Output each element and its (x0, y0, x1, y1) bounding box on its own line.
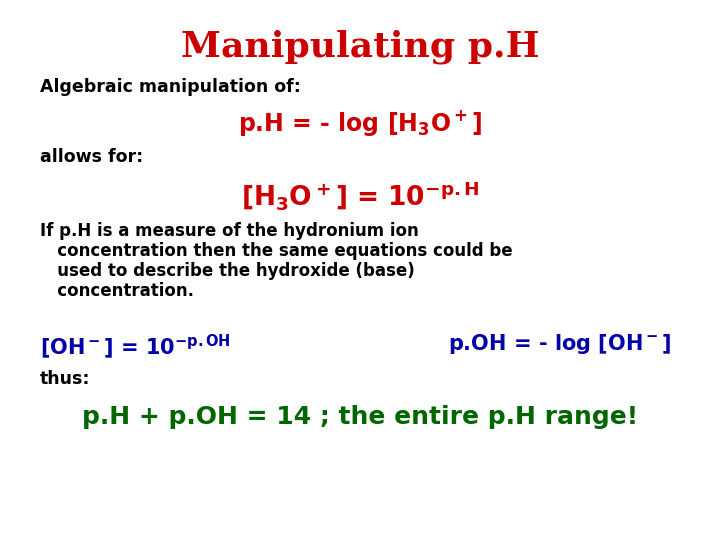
Text: [$\mathregular{H_3O^+}$] = 10$\mathregular{^{-p.H}}$: [$\mathregular{H_3O^+}$] = 10$\mathregul… (240, 180, 480, 213)
Text: used to describe the hydroxide (base): used to describe the hydroxide (base) (40, 262, 415, 280)
Text: Manipulating p.H: Manipulating p.H (181, 30, 539, 64)
Text: If p.H is a measure of the hydronium ion: If p.H is a measure of the hydronium ion (40, 222, 419, 240)
Text: allows for:: allows for: (40, 148, 143, 166)
Text: Algebraic manipulation of:: Algebraic manipulation of: (40, 78, 301, 96)
Text: concentration.: concentration. (40, 282, 194, 300)
Text: p.H = - log [$\mathregular{H_3O^+}$]: p.H = - log [$\mathregular{H_3O^+}$] (238, 108, 482, 138)
Text: p.H + p.OH = 14 ; the entire p.H range!: p.H + p.OH = 14 ; the entire p.H range! (82, 405, 638, 429)
Text: p.OH = - log [OH$\mathregular{^-}$]: p.OH = - log [OH$\mathregular{^-}$] (449, 332, 672, 356)
Text: [OH$\mathregular{^-}$] = 10$\mathregular{^{-p.OH}}$: [OH$\mathregular{^-}$] = 10$\mathregular… (40, 332, 230, 361)
Text: thus:: thus: (40, 370, 91, 388)
Text: concentration then the same equations could be: concentration then the same equations co… (40, 242, 513, 260)
